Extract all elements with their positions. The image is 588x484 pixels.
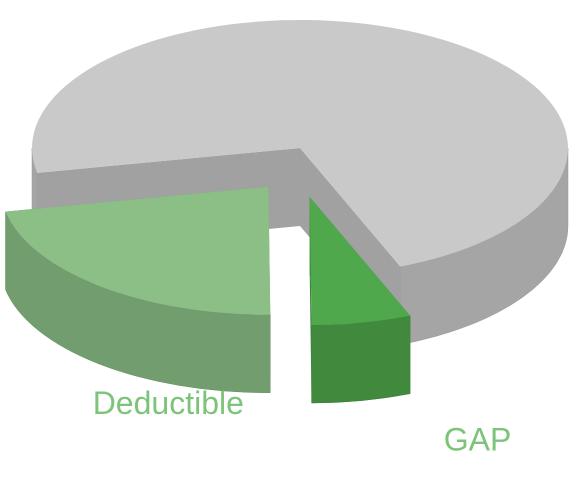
- slice: [32, 20, 569, 267]
- slice: [5, 186, 271, 315]
- slice-label: GAP: [444, 422, 512, 458]
- slice-label: Deductible: [93, 385, 244, 421]
- slice-face: [309, 197, 312, 404]
- slice-side: [311, 315, 411, 404]
- slice: [309, 197, 411, 326]
